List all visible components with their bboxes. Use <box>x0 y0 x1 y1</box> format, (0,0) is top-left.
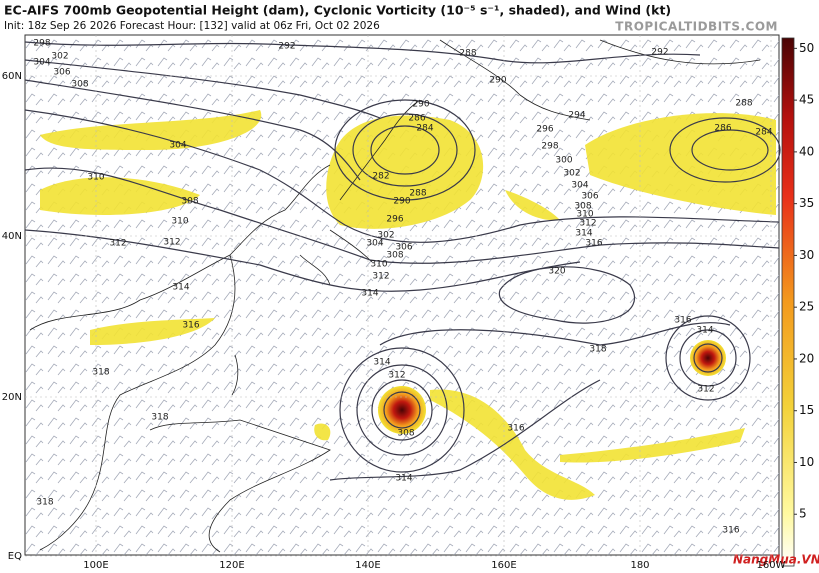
title: EC-AIFS 700mb Geopotential Height (dam),… <box>4 3 671 18</box>
contour-label: 318 <box>92 368 109 378</box>
lat-label: 40N <box>2 231 22 242</box>
lon-label: 100E <box>83 560 108 571</box>
contour-label: 286 <box>714 124 731 134</box>
contour-label: 316 <box>507 424 524 434</box>
contour-label: 298 <box>33 39 50 49</box>
contour-label: 288 <box>409 189 426 199</box>
colorbar-label: 5 <box>799 507 807 521</box>
contour-label: 310 <box>87 173 104 183</box>
contour-label: 290 <box>489 76 506 86</box>
contour-label: 304 <box>33 58 50 68</box>
contour-label: 286 <box>408 114 425 124</box>
contour-label: 318 <box>36 498 53 508</box>
contour-label: 290 <box>393 197 410 207</box>
contour-label: 292 <box>278 42 295 52</box>
contour-label: 288 <box>459 49 476 59</box>
colorbar-label: 35 <box>799 196 814 210</box>
contour-label: 302 <box>563 169 580 179</box>
contour-label: 308 <box>386 251 403 261</box>
lat-label: 60N <box>2 71 22 82</box>
lat-label: EQ <box>8 551 22 562</box>
lat-label: 20N <box>2 392 22 403</box>
colorbar-label: 40 <box>799 144 814 158</box>
contour-label: 316 <box>182 321 199 331</box>
contour-label: 306 <box>581 192 598 202</box>
contour-label: 304 <box>169 141 186 151</box>
watermark: NangMua.VN <box>733 553 819 567</box>
lon-label: 120E <box>219 560 244 571</box>
contour-label: 316 <box>722 526 739 536</box>
colorbar-label: 20 <box>799 351 814 365</box>
contour-label: 308 <box>181 197 198 207</box>
contour-label: 292 <box>651 48 668 58</box>
contour-label: 308 <box>397 429 414 439</box>
colorbar-label: 50 <box>799 41 814 55</box>
contour-label: 310 <box>576 210 593 220</box>
contour-label: 290 <box>412 100 429 110</box>
contour-label: 310 <box>171 217 188 227</box>
contour-label: 302 <box>377 231 394 241</box>
contour-label: 314 <box>395 474 412 484</box>
source: TROPICALTIDBITS.COM <box>615 20 778 34</box>
contour-label: 316 <box>585 239 602 249</box>
contour-label: 316 <box>674 316 691 326</box>
contour-label: 284 <box>416 124 433 134</box>
lon-label: 160E <box>491 560 516 571</box>
contour-label: 296 <box>386 215 403 225</box>
contour-label: 302 <box>51 52 68 62</box>
contour-label: 310 <box>370 260 387 270</box>
contour-label: 314 <box>373 358 390 368</box>
contour-label: 312 <box>579 219 596 229</box>
contour-label: 306 <box>395 243 412 253</box>
colorbar-label: 25 <box>799 300 814 314</box>
contour-label: 308 <box>574 202 591 212</box>
contour-label: 284 <box>755 128 772 138</box>
contour-label: 294 <box>568 111 585 121</box>
init-line: Init: 18z Sep 26 2026 Forecast Hour: [13… <box>4 20 380 32</box>
contour-label: 312 <box>388 371 405 381</box>
contour-label: 312 <box>109 239 126 249</box>
contour-label: 300 <box>555 156 572 166</box>
contour-label: 320 <box>548 267 565 277</box>
contour-label: 314 <box>361 289 378 299</box>
colorbar-label: 15 <box>799 403 814 417</box>
height-contours <box>24 41 781 481</box>
lon-label: 140E <box>355 560 380 571</box>
contour-label: 308 <box>71 80 88 90</box>
contour-label: 298 <box>541 142 558 152</box>
contour-label: 318 <box>589 345 606 355</box>
colorbar-label: 30 <box>799 248 814 262</box>
lon-label: 160W <box>757 560 786 571</box>
contour-label: 314 <box>696 326 713 336</box>
map-area <box>24 34 781 556</box>
colorbar-label: 10 <box>799 455 814 469</box>
colorbar <box>781 37 795 567</box>
contour-label: 306 <box>53 68 70 78</box>
contour-label: 304 <box>571 181 588 191</box>
contour-label: 312 <box>697 385 714 395</box>
contour-label: 288 <box>735 99 752 109</box>
contour-label: 312 <box>163 238 180 248</box>
lon-label: 180 <box>630 560 649 571</box>
contour-label: 282 <box>372 172 389 182</box>
contour-label: 318 <box>151 413 168 423</box>
contour-label: 296 <box>536 125 553 135</box>
contour-label: 314 <box>575 229 592 239</box>
colorbar-label: 45 <box>799 93 814 107</box>
contour-label: 314 <box>172 283 189 293</box>
contour-label: 312 <box>372 272 389 282</box>
contour-label: 304 <box>366 239 383 249</box>
